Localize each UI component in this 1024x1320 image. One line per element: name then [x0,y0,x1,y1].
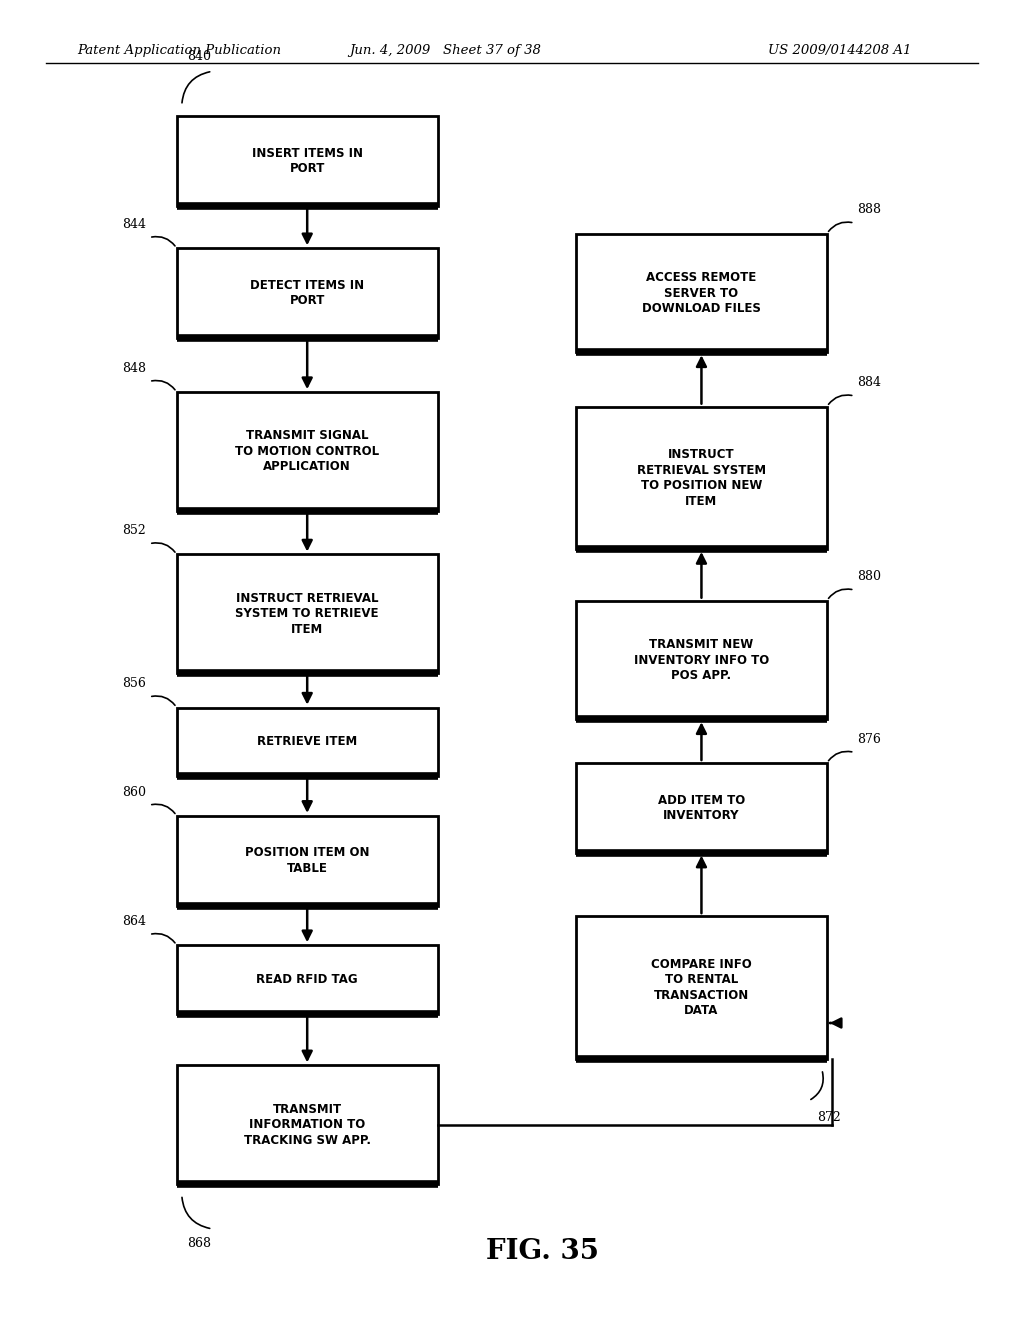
Text: 880: 880 [858,570,882,583]
Bar [575,916,827,1059]
Text: 840: 840 [186,50,211,63]
Text: 860: 860 [122,785,145,799]
Bar [575,763,827,853]
Text: TRANSMIT SIGNAL
TO MOTION CONTROL
APPLICATION: TRANSMIT SIGNAL TO MOTION CONTROL APPLIC… [236,429,379,474]
Bar [176,708,438,776]
Bar [176,945,438,1014]
Text: RETRIEVE ITEM: RETRIEVE ITEM [257,735,357,748]
Text: COMPARE INFO
TO RENTAL
TRANSACTION
DATA: COMPARE INFO TO RENTAL TRANSACTION DATA [651,957,752,1018]
Text: Jun. 4, 2009   Sheet 37 of 38: Jun. 4, 2009 Sheet 37 of 38 [349,44,542,57]
Text: 872: 872 [817,1111,841,1125]
Text: POSITION ITEM ON
TABLE: POSITION ITEM ON TABLE [245,846,370,875]
Text: FIG. 35: FIG. 35 [486,1238,599,1265]
Bar [575,234,827,352]
Text: DETECT ITEMS IN
PORT: DETECT ITEMS IN PORT [250,279,365,308]
Text: 852: 852 [122,524,145,537]
Bar [176,392,438,511]
Text: ACCESS REMOTE
SERVER TO
DOWNLOAD FILES: ACCESS REMOTE SERVER TO DOWNLOAD FILES [642,271,761,315]
Bar [176,116,438,206]
Text: INSTRUCT RETRIEVAL
SYSTEM TO RETRIEVE
ITEM: INSTRUCT RETRIEVAL SYSTEM TO RETRIEVE IT… [236,591,379,636]
Text: Patent Application Publication: Patent Application Publication [77,44,281,57]
Text: TRANSMIT NEW
INVENTORY INFO TO
POS APP.: TRANSMIT NEW INVENTORY INFO TO POS APP. [634,638,769,682]
Text: INSTRUCT
RETRIEVAL SYSTEM
TO POSITION NEW
ITEM: INSTRUCT RETRIEVAL SYSTEM TO POSITION NE… [637,447,766,508]
Bar [575,601,827,719]
Bar [176,248,438,338]
Text: 884: 884 [858,376,882,389]
Bar [176,554,438,673]
Text: TRANSMIT
INFORMATION TO
TRACKING SW APP.: TRANSMIT INFORMATION TO TRACKING SW APP. [244,1102,371,1147]
Text: ADD ITEM TO
INVENTORY: ADD ITEM TO INVENTORY [657,793,745,822]
Text: 848: 848 [122,362,145,375]
Text: 868: 868 [186,1237,211,1250]
Text: 856: 856 [122,677,145,690]
Text: 876: 876 [858,733,882,746]
Text: US 2009/0144208 A1: US 2009/0144208 A1 [768,44,911,57]
Text: 888: 888 [858,203,882,216]
Bar [575,407,827,549]
Text: READ RFID TAG: READ RFID TAG [256,973,358,986]
Text: 864: 864 [122,915,145,928]
Text: 844: 844 [122,218,145,231]
Bar [176,816,438,906]
Text: INSERT ITEMS IN
PORT: INSERT ITEMS IN PORT [252,147,362,176]
Bar [176,1065,438,1184]
